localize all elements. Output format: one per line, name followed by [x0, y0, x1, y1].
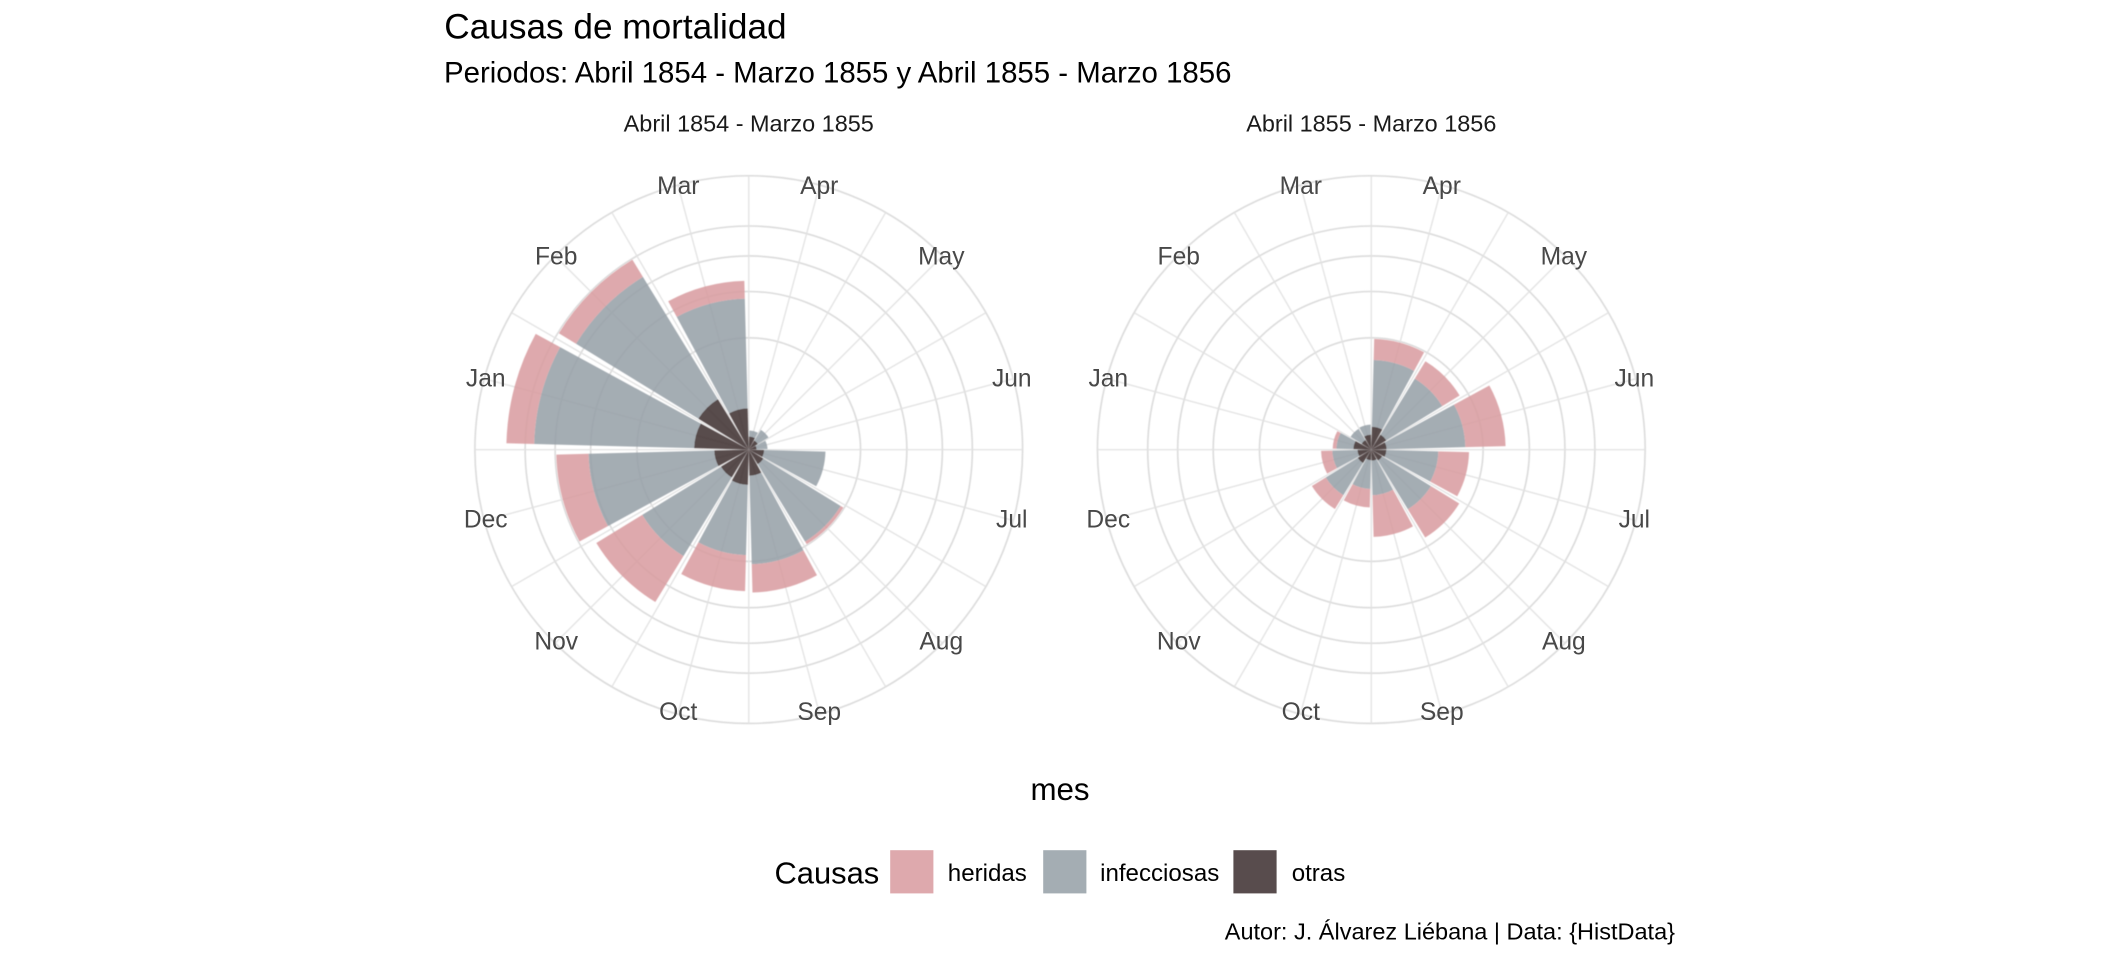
svg-text:otras: otras	[1292, 860, 1346, 887]
svg-text:Dec: Dec	[464, 507, 508, 534]
svg-text:May: May	[918, 244, 965, 271]
svg-text:Sep: Sep	[1420, 699, 1464, 726]
svg-text:May: May	[1541, 244, 1588, 271]
svg-text:mes: mes	[1030, 772, 1089, 807]
svg-text:Jun: Jun	[992, 366, 1032, 393]
svg-text:Jan: Jan	[466, 366, 506, 393]
svg-text:Dec: Dec	[1086, 507, 1130, 534]
svg-text:Feb: Feb	[1158, 244, 1200, 271]
svg-text:Jul: Jul	[996, 507, 1027, 534]
svg-text:heridas: heridas	[948, 860, 1027, 887]
svg-text:Aug: Aug	[1542, 629, 1586, 656]
svg-text:Apr: Apr	[1423, 173, 1461, 200]
svg-text:Autor: J. Álvarez Liébana | Da: Autor: J. Álvarez Liébana | Data: {HistD…	[1225, 919, 1675, 945]
svg-text:infecciosas: infecciosas	[1100, 860, 1219, 887]
svg-text:Causas: Causas	[775, 856, 880, 891]
svg-text:Mar: Mar	[657, 173, 699, 200]
svg-text:Jul: Jul	[1619, 507, 1650, 534]
svg-text:Abril 1855 - Marzo 1856: Abril 1855 - Marzo 1856	[1246, 111, 1496, 137]
svg-text:Mar: Mar	[1280, 173, 1322, 200]
svg-text:Abril 1854 - Marzo 1855: Abril 1854 - Marzo 1855	[624, 111, 874, 137]
svg-text:Oct: Oct	[1282, 699, 1320, 726]
svg-text:Oct: Oct	[659, 699, 697, 726]
svg-text:Causas de mortalidad: Causas de mortalidad	[444, 7, 786, 46]
svg-text:Apr: Apr	[800, 173, 838, 200]
svg-text:Sep: Sep	[797, 699, 841, 726]
svg-text:Jan: Jan	[1088, 366, 1128, 393]
svg-text:Periodos: Abril 1854 - Marzo 1: Periodos: Abril 1854 - Marzo 1855 y Abri…	[444, 57, 1231, 90]
svg-text:Nov: Nov	[534, 629, 578, 656]
svg-text:Feb: Feb	[535, 244, 577, 271]
svg-text:Nov: Nov	[1157, 629, 1201, 656]
svg-text:Jun: Jun	[1614, 366, 1654, 393]
svg-text:Aug: Aug	[919, 629, 963, 656]
